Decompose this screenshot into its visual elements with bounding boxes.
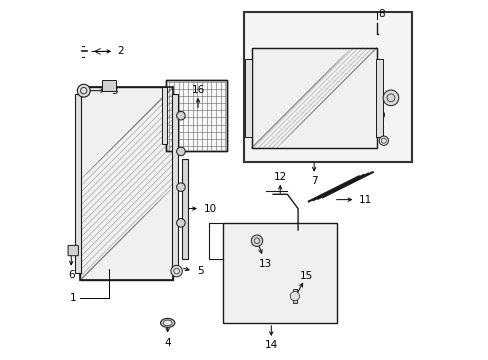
Text: 14: 14 [264,340,277,350]
Bar [162,87,166,144]
Text: 4: 4 [164,338,171,347]
Text: 15: 15 [299,271,312,281]
Text: 13: 13 [258,259,271,269]
Circle shape [251,235,262,247]
Bar [375,59,382,137]
Text: 8: 8 [378,9,384,19]
Bar [244,12,411,162]
Text: 3: 3 [111,86,118,96]
Ellipse shape [160,319,175,327]
Circle shape [378,136,387,145]
Bar [251,48,376,148]
Text: 6: 6 [68,270,74,280]
Circle shape [171,265,182,277]
Circle shape [176,183,185,192]
Bar [165,80,226,152]
Circle shape [290,292,299,301]
Bar [182,158,188,258]
Bar [165,80,226,152]
Bar [80,87,173,280]
Text: 7: 7 [310,176,317,186]
Circle shape [382,90,398,106]
Bar [223,223,337,323]
Text: 9: 9 [378,111,385,121]
Bar [244,59,252,137]
Bar [251,48,376,148]
Text: 1: 1 [70,293,76,303]
Bar [292,289,296,303]
Bar [172,94,178,273]
Circle shape [176,111,185,120]
Text: 16: 16 [191,85,204,95]
Circle shape [176,147,185,156]
Text: 5: 5 [197,266,203,276]
Ellipse shape [163,320,172,326]
Text: 12: 12 [273,172,286,182]
Circle shape [77,84,90,97]
Bar [75,94,81,273]
FancyBboxPatch shape [68,246,78,256]
Text: 11: 11 [358,195,371,204]
Text: 10: 10 [203,203,217,213]
Bar [102,80,116,91]
Bar [80,87,173,280]
Text: 2: 2 [118,46,124,57]
Circle shape [176,219,185,227]
